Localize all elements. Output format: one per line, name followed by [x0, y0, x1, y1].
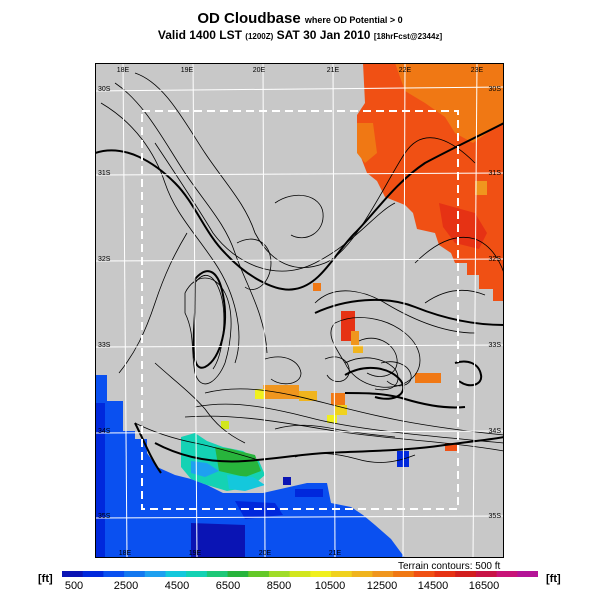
colorbar-tick-label: 8500: [266, 580, 292, 592]
lat-label-right: 34S: [489, 428, 502, 435]
lat-label-left: 30S: [98, 86, 111, 93]
title-main: OD Cloudbase: [197, 10, 301, 27]
colorbar-swatch: [82, 571, 104, 577]
colorbar-swatch: [268, 571, 291, 577]
lon-label-bottom: 18E: [119, 550, 132, 557]
map-title: OD Cloudbase where OD Potential > 0 Vali…: [0, 10, 600, 42]
lat-lon-grid: [95, 63, 504, 558]
colorbar-swatch: [434, 571, 456, 577]
lon-label-top: 20E: [253, 67, 266, 74]
colorbar-swatch: [496, 571, 518, 577]
colorbar-swatch: [144, 571, 166, 577]
inner-domain-box: [141, 110, 459, 510]
lon-label-bottom: 20E: [259, 550, 272, 557]
colorbar-unit-left: [ft]: [38, 573, 53, 585]
colorbar-swatch: [413, 571, 436, 577]
colorbar-swatch: [186, 571, 208, 577]
colorbar-tick-label: 6500: [215, 580, 241, 592]
lat-label-right: 31S: [489, 170, 502, 177]
lat-label-right: 33S: [489, 342, 502, 349]
valid-date: SAT 30 Jan 2010: [276, 28, 371, 42]
grid-labels: 18E 19E 20E 21E 22E 23E 18E 19E 20E 21E 30S 31S 32S 3…: [98, 67, 501, 557]
lon-label-top: 23E: [471, 67, 484, 74]
terrain-contour-note: Terrain contours: 500 ft: [398, 561, 501, 572]
valid-time: Valid 1400 LST: [157, 28, 242, 42]
colorbar-tick-label: 4500: [164, 580, 190, 592]
lat-label-left: 34S: [98, 428, 111, 435]
colorbar-swatch: [206, 571, 229, 577]
colorbar-labels: 500 2500 4500 6500 8500 10500 12500 14500 16500: [62, 580, 538, 594]
colorbar-tick-label: 16500: [468, 580, 500, 592]
colorbar: [62, 571, 538, 577]
colorbar-swatch: [310, 571, 332, 577]
lon-label-top: 22E: [399, 67, 412, 74]
lat-label-left: 35S: [98, 513, 111, 520]
colorbar-tick-label: 14500: [417, 580, 449, 592]
title-suffix: where OD Potential > 0: [304, 15, 403, 25]
run-info: [18hrFcst@2344z]: [373, 32, 443, 41]
lat-label-right: 35S: [489, 513, 502, 520]
colorbar-unit-right: [ft]: [546, 573, 561, 585]
colorbar-swatch: [62, 571, 84, 577]
colorbar-tick-label: 10500: [314, 580, 346, 592]
colorbar-tick-label: 500: [64, 580, 84, 592]
colorbar-swatch: [517, 571, 538, 577]
colorbar-swatch: [227, 571, 249, 577]
lat-label-right: 32S: [489, 256, 502, 263]
lon-label-top: 21E: [327, 67, 340, 74]
title-line-1: OD Cloudbase where OD Potential > 0: [0, 10, 600, 27]
colorbar-tick-label: 2500: [113, 580, 139, 592]
colorbar-swatch: [475, 571, 498, 577]
terrain-contours: [100, 72, 504, 463]
colorbar-swatch: [455, 571, 477, 577]
colorbar-swatch: [165, 571, 187, 577]
colorbar-swatch: [351, 571, 373, 577]
valid-code: (1200Z): [245, 32, 274, 41]
colorbar-swatch: [289, 571, 311, 577]
cloudbase-map: 18E 19E 20E 21E 22E 23E 18E 19E 20E 21E 30S 31S 32S 3…: [95, 63, 504, 558]
lon-label-bottom: 19E: [189, 550, 202, 557]
lat-label-left: 31S: [98, 170, 111, 177]
colorbar-swatch: [393, 571, 415, 577]
colorbar-swatch: [248, 571, 270, 577]
lon-label-top: 18E: [117, 67, 130, 74]
lat-label-right: 30S: [489, 86, 502, 93]
title-line-2: Valid 1400 LST (1200Z) SAT 30 Jan 2010 […: [0, 28, 600, 42]
colorbar-swatch: [103, 571, 125, 577]
colorbar-swatch: [331, 571, 353, 577]
colorbar-tick-label: 12500: [366, 580, 398, 592]
major-contours: [95, 122, 504, 474]
lat-label-left: 33S: [98, 342, 111, 349]
colorbar-swatch: [124, 571, 146, 577]
lon-label-top: 19E: [181, 67, 194, 74]
lat-label-left: 32S: [98, 256, 111, 263]
lon-label-bottom: 21E: [329, 550, 342, 557]
map-frame: [95, 63, 504, 558]
colorbar-swatch: [372, 571, 394, 577]
